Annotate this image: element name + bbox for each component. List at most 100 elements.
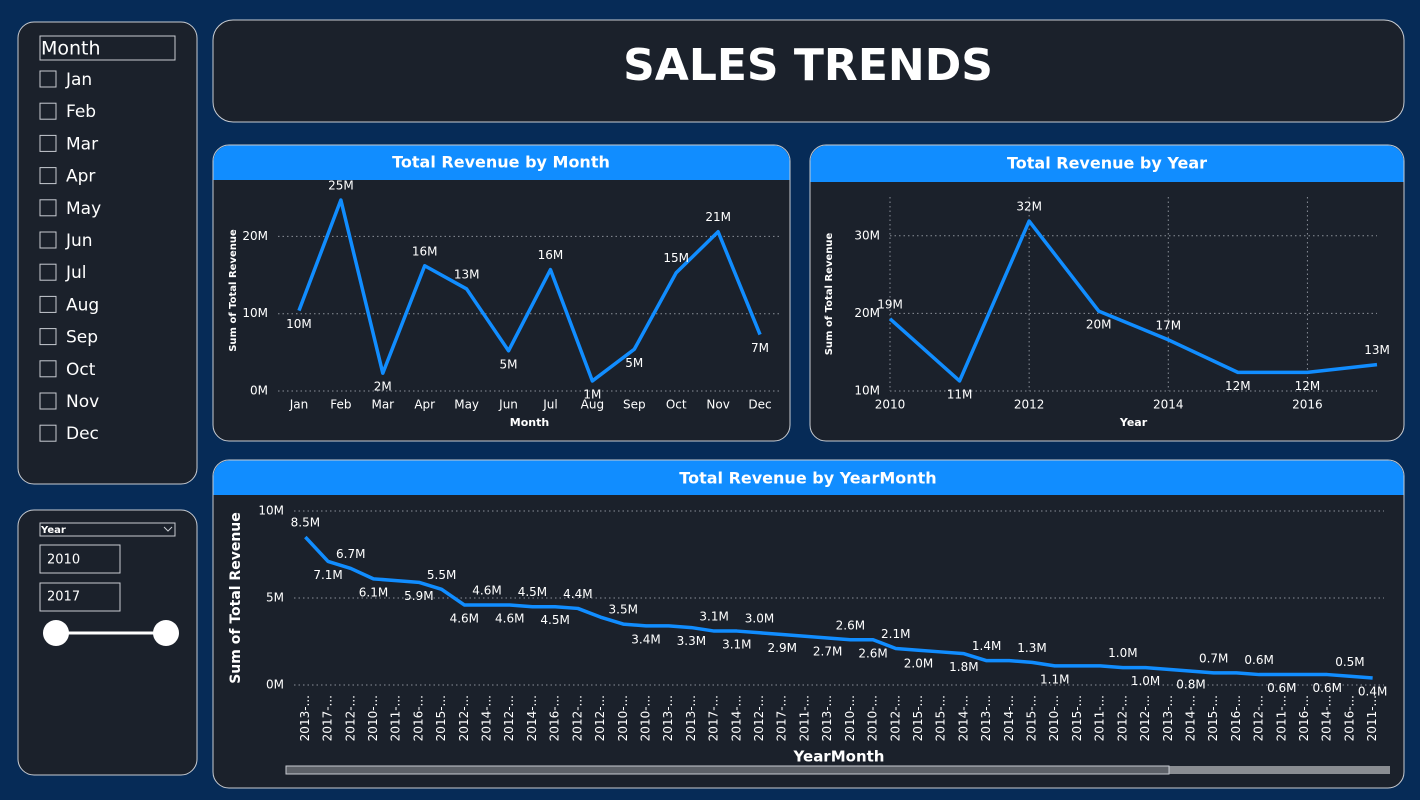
slicer-item: Feb bbox=[66, 102, 96, 122]
scrollbar-thumb[interactable] bbox=[285, 765, 1170, 775]
year-slicer-header: Year bbox=[40, 525, 66, 536]
checkbox[interactable] bbox=[39, 102, 57, 120]
x-tick-label: 2012 bbox=[1014, 398, 1045, 412]
checkbox[interactable] bbox=[39, 424, 57, 442]
checkbox[interactable] bbox=[39, 70, 57, 88]
x-tick-label: Oct bbox=[666, 398, 687, 412]
checkbox[interactable] bbox=[39, 231, 57, 249]
year-end: 2017 bbox=[47, 590, 80, 605]
checkbox[interactable] bbox=[39, 199, 57, 217]
checkbox[interactable] bbox=[39, 360, 57, 378]
chart-title: Total Revenue by YearMonth bbox=[679, 469, 936, 488]
chart-header bbox=[213, 460, 1404, 495]
x-tick-label: 2015-... bbox=[1025, 695, 1039, 741]
x-tick-label: 2017-... bbox=[707, 695, 721, 741]
data-label: 3.1M bbox=[722, 638, 751, 652]
slicer-item: Nov bbox=[66, 392, 99, 412]
x-tick-label: Aug bbox=[581, 398, 604, 412]
y-axis-title: Sum of Total Revenue bbox=[228, 229, 239, 352]
chart-title: Total Revenue by Month bbox=[392, 153, 610, 172]
data-label: 5.9M bbox=[404, 589, 433, 603]
data-label: 2.9M bbox=[768, 641, 797, 655]
x-tick-label: 2013-... bbox=[684, 695, 698, 741]
x-tick-label: Nov bbox=[706, 398, 729, 412]
data-label: 15M bbox=[663, 251, 689, 265]
x-tick-label: Sep bbox=[623, 398, 646, 412]
x-tick-label: Mar bbox=[371, 398, 394, 412]
checkbox[interactable] bbox=[39, 134, 57, 152]
data-label: 8.5M bbox=[291, 516, 320, 530]
slicer-item: Jan bbox=[65, 70, 92, 90]
chart-header bbox=[810, 145, 1404, 182]
data-label: 16M bbox=[538, 248, 564, 262]
x-axis-title: Year bbox=[1119, 416, 1148, 429]
x-tick-label: 2013-... bbox=[979, 695, 993, 741]
chart-header bbox=[213, 145, 790, 180]
x-tick-label: May bbox=[454, 398, 479, 412]
checkbox[interactable] bbox=[39, 392, 57, 410]
x-tick-label: 2016 bbox=[1292, 398, 1323, 412]
data-label: 1M bbox=[583, 387, 601, 401]
x-tick-label: 2015-... bbox=[1206, 695, 1220, 741]
data-label: 12M bbox=[1295, 379, 1321, 393]
x-tick-label: 2014-... bbox=[1002, 695, 1016, 741]
charts: Total Revenue by Month Sum of Total Reven… bbox=[228, 153, 1390, 766]
slider-handle[interactable] bbox=[43, 620, 69, 646]
year-end-box[interactable] bbox=[39, 582, 121, 612]
slicer-item: Sep bbox=[66, 328, 98, 348]
y-axis-title: Sum of Total Revenue bbox=[228, 512, 244, 684]
line-series bbox=[304, 535, 1373, 680]
data-label: 0.4M bbox=[1358, 685, 1387, 699]
data-label: 5.5M bbox=[427, 568, 456, 582]
x-tick-label: 2012-... bbox=[343, 695, 357, 741]
x-tick-label: 2011-... bbox=[1365, 695, 1379, 741]
slider-handle[interactable] bbox=[153, 620, 179, 646]
data-label: 0.5M bbox=[1335, 655, 1364, 669]
checkbox[interactable] bbox=[39, 263, 57, 281]
x-tick-label: 2011-... bbox=[797, 695, 811, 741]
data-label: 21M bbox=[705, 210, 731, 224]
x-tick-label: 2016-... bbox=[1297, 695, 1311, 741]
y-tick-label: 10M bbox=[854, 384, 880, 398]
data-label: 4.6M bbox=[450, 611, 479, 625]
x-tick-label: 2014-... bbox=[480, 695, 494, 741]
y-tick-label: 0M bbox=[250, 384, 268, 398]
data-label: 1.8M bbox=[949, 660, 978, 674]
x-tick-label: 2015-... bbox=[434, 695, 448, 741]
data-label: 5M bbox=[625, 356, 643, 370]
data-label: 25M bbox=[328, 179, 354, 193]
x-tick-label: 2014-... bbox=[1320, 695, 1334, 741]
year-dropdown[interactable] bbox=[39, 522, 176, 537]
x-tick-label: 2010-... bbox=[843, 695, 857, 741]
data-label: 1.0M bbox=[1108, 646, 1137, 660]
data-label: 0.8M bbox=[1176, 678, 1205, 692]
data-label: 3.5M bbox=[609, 603, 638, 617]
x-tick-label: 2010-... bbox=[616, 695, 630, 741]
data-label: 17M bbox=[1155, 318, 1181, 332]
x-tick-label: 2012-... bbox=[888, 695, 902, 741]
chart-panel bbox=[212, 459, 1405, 789]
x-tick-label: 2013-... bbox=[661, 695, 675, 741]
data-label: 32M bbox=[1016, 200, 1042, 214]
slicer-item: Oct bbox=[66, 360, 96, 380]
x-tick-label: Jul bbox=[542, 398, 557, 412]
x-tick-label: 2014-... bbox=[956, 695, 970, 741]
data-label: 16M bbox=[412, 244, 438, 258]
y-tick-label: 20M bbox=[854, 306, 880, 320]
checkbox[interactable] bbox=[39, 295, 57, 313]
year-start-box[interactable] bbox=[39, 544, 121, 574]
chart-panel bbox=[809, 144, 1405, 442]
slicer-item: Jun bbox=[65, 231, 93, 251]
data-label: 4.6M bbox=[472, 583, 501, 597]
x-tick-label: 2012-... bbox=[1252, 695, 1266, 741]
checkbox[interactable] bbox=[39, 328, 57, 346]
slicer-item: May bbox=[66, 199, 101, 219]
x-tick-label: 2012-... bbox=[1138, 695, 1152, 741]
checkbox[interactable] bbox=[39, 167, 57, 185]
x-tick-label: 2017-... bbox=[775, 695, 789, 741]
data-label: 11M bbox=[947, 387, 973, 401]
data-label: 3.0M bbox=[745, 611, 774, 625]
x-tick-label: Jan bbox=[289, 398, 309, 412]
x-tick-label: 2011-... bbox=[389, 695, 403, 741]
x-tick-label: 2016-... bbox=[1229, 695, 1243, 741]
